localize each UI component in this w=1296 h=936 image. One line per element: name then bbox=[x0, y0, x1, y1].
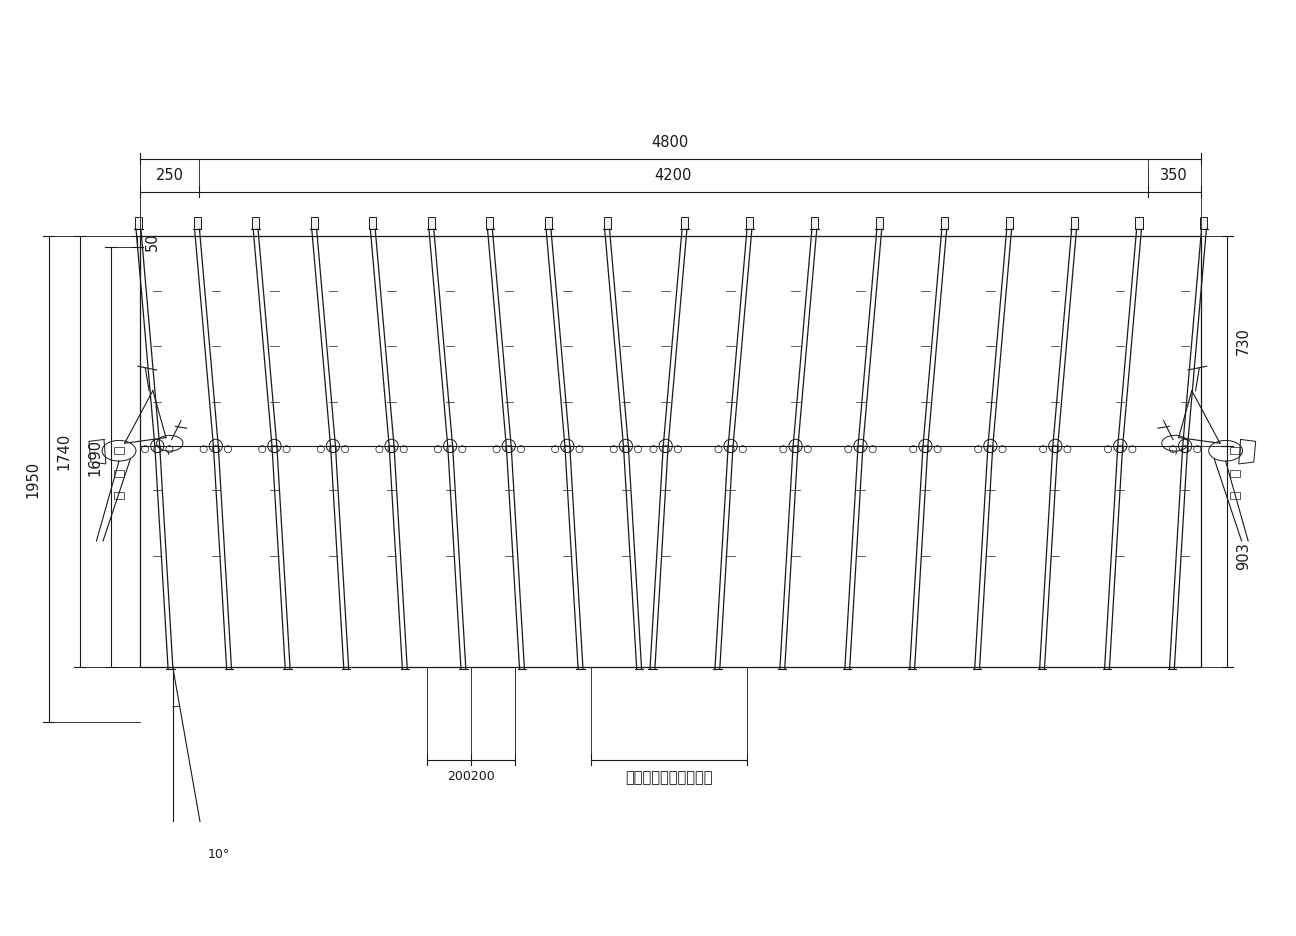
Text: 200200: 200200 bbox=[447, 769, 495, 782]
Text: 730: 730 bbox=[1236, 327, 1251, 355]
Text: 1690: 1690 bbox=[87, 438, 102, 475]
Text: 50: 50 bbox=[145, 232, 161, 251]
Bar bbox=[114, 470, 123, 476]
Bar bbox=[114, 492, 123, 499]
Bar bbox=[1230, 470, 1240, 476]
Bar bbox=[1006, 217, 1012, 229]
Bar bbox=[604, 217, 610, 229]
Text: 250: 250 bbox=[156, 168, 184, 183]
Bar bbox=[369, 217, 376, 229]
Bar bbox=[811, 217, 818, 229]
Bar bbox=[941, 217, 947, 229]
Text: （スライドスペース）: （スライドスペース） bbox=[625, 769, 713, 784]
Bar bbox=[876, 217, 883, 229]
Text: 903: 903 bbox=[1236, 543, 1251, 570]
Bar bbox=[428, 217, 435, 229]
Text: 1740: 1740 bbox=[56, 432, 71, 470]
Text: 10°: 10° bbox=[207, 848, 231, 861]
Text: 1950: 1950 bbox=[25, 461, 40, 498]
Bar bbox=[1135, 217, 1143, 229]
Bar bbox=[114, 447, 123, 454]
Bar bbox=[1200, 217, 1208, 229]
Bar bbox=[140, 236, 1200, 667]
Bar bbox=[135, 217, 143, 229]
Bar bbox=[193, 217, 201, 229]
Bar bbox=[1230, 492, 1240, 499]
Bar bbox=[680, 217, 688, 229]
Text: 4200: 4200 bbox=[654, 168, 692, 183]
Bar bbox=[746, 217, 753, 229]
Bar bbox=[1070, 217, 1077, 229]
Text: 4800: 4800 bbox=[652, 135, 688, 150]
Bar bbox=[546, 217, 552, 229]
Bar bbox=[311, 217, 318, 229]
Bar bbox=[253, 217, 259, 229]
Bar bbox=[1230, 447, 1240, 454]
Bar bbox=[486, 217, 494, 229]
Text: 350: 350 bbox=[1160, 168, 1188, 183]
